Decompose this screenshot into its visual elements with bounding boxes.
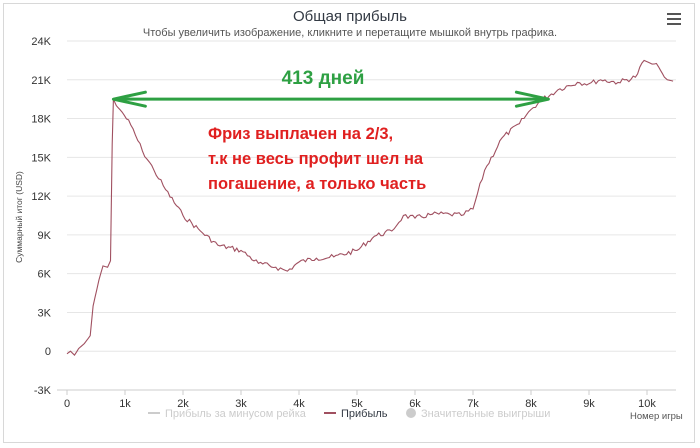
- y-tick-label: 9K: [38, 230, 52, 242]
- y-tick-label: 24K: [31, 36, 51, 48]
- legend-circle-icon: [406, 408, 416, 418]
- annotation-days: 413 дней: [282, 68, 365, 89]
- x-tick-label: 6k: [409, 398, 421, 410]
- x-axis-ticks: 0 1k 2k 3k 4k 5k 6k 7k 8k 9k 10k: [64, 390, 656, 410]
- chart-frame: [3, 3, 695, 443]
- x-tick-label: 0: [64, 398, 70, 410]
- y-tick-label: 0: [45, 346, 51, 358]
- x-tick-label: 2k: [177, 398, 189, 410]
- x-tick-label: 7k: [467, 398, 479, 410]
- y-tick-label: 6K: [38, 269, 52, 281]
- period-double-arrow: [111, 90, 550, 108]
- hamburger-menu-icon[interactable]: [667, 13, 681, 25]
- x-axis-title: Номер игры: [630, 411, 683, 422]
- grid-lines: [67, 40, 676, 352]
- y-tick-label: 3K: [38, 307, 52, 319]
- x-tick-label: 10k: [638, 398, 656, 410]
- chart-subtitle: Чтобы увеличить изображение, кликните и …: [142, 27, 558, 39]
- y-axis-ticks: -3K 0 3K 6K 9K 12K 15K 18K 21K 24K: [31, 36, 51, 397]
- y-tick-label: 15K: [31, 152, 51, 164]
- x-tick-label: 4k: [293, 398, 305, 410]
- y-tick-label: -3K: [34, 385, 52, 397]
- chart-title: Общая прибыль: [292, 8, 408, 25]
- annotation-line-1: Фриз выплачен на 2/3,: [208, 125, 393, 143]
- annotation-line-2: т.к не весь профит шел на: [208, 150, 424, 168]
- x-tick-label: 9k: [583, 398, 595, 410]
- y-axis-label: Суммарный итог (USD): [14, 171, 24, 263]
- series-line-profit: [66, 59, 674, 356]
- x-tick-label: 3k: [235, 398, 247, 410]
- x-tick-label: 5k: [351, 398, 363, 410]
- y-tick-label: 21K: [31, 75, 51, 87]
- arrow-head-left: [111, 90, 147, 108]
- x-tick-label: 8k: [525, 398, 537, 410]
- arrow-head-right: [514, 90, 550, 108]
- legend-label-net-profit: Прибыль за минусом рейка: [165, 408, 307, 420]
- legend-label-profit: Прибыль: [341, 408, 388, 420]
- x-tick-label: 1k: [119, 398, 131, 410]
- legend-item-big-wins[interactable]: Значительные выигрыши: [406, 408, 550, 420]
- annotation-line-3: погашение, а только часть: [208, 175, 426, 193]
- legend-item-net-profit[interactable]: Прибыль за минусом рейка: [148, 408, 307, 420]
- legend: Прибыль за минусом рейка Прибыль Значите…: [148, 408, 550, 420]
- legend-item-profit[interactable]: Прибыль: [324, 408, 388, 420]
- y-tick-label: 18K: [31, 114, 51, 126]
- y-tick-label: 12K: [31, 191, 51, 203]
- legend-label-big-wins: Значительные выигрыши: [421, 408, 550, 420]
